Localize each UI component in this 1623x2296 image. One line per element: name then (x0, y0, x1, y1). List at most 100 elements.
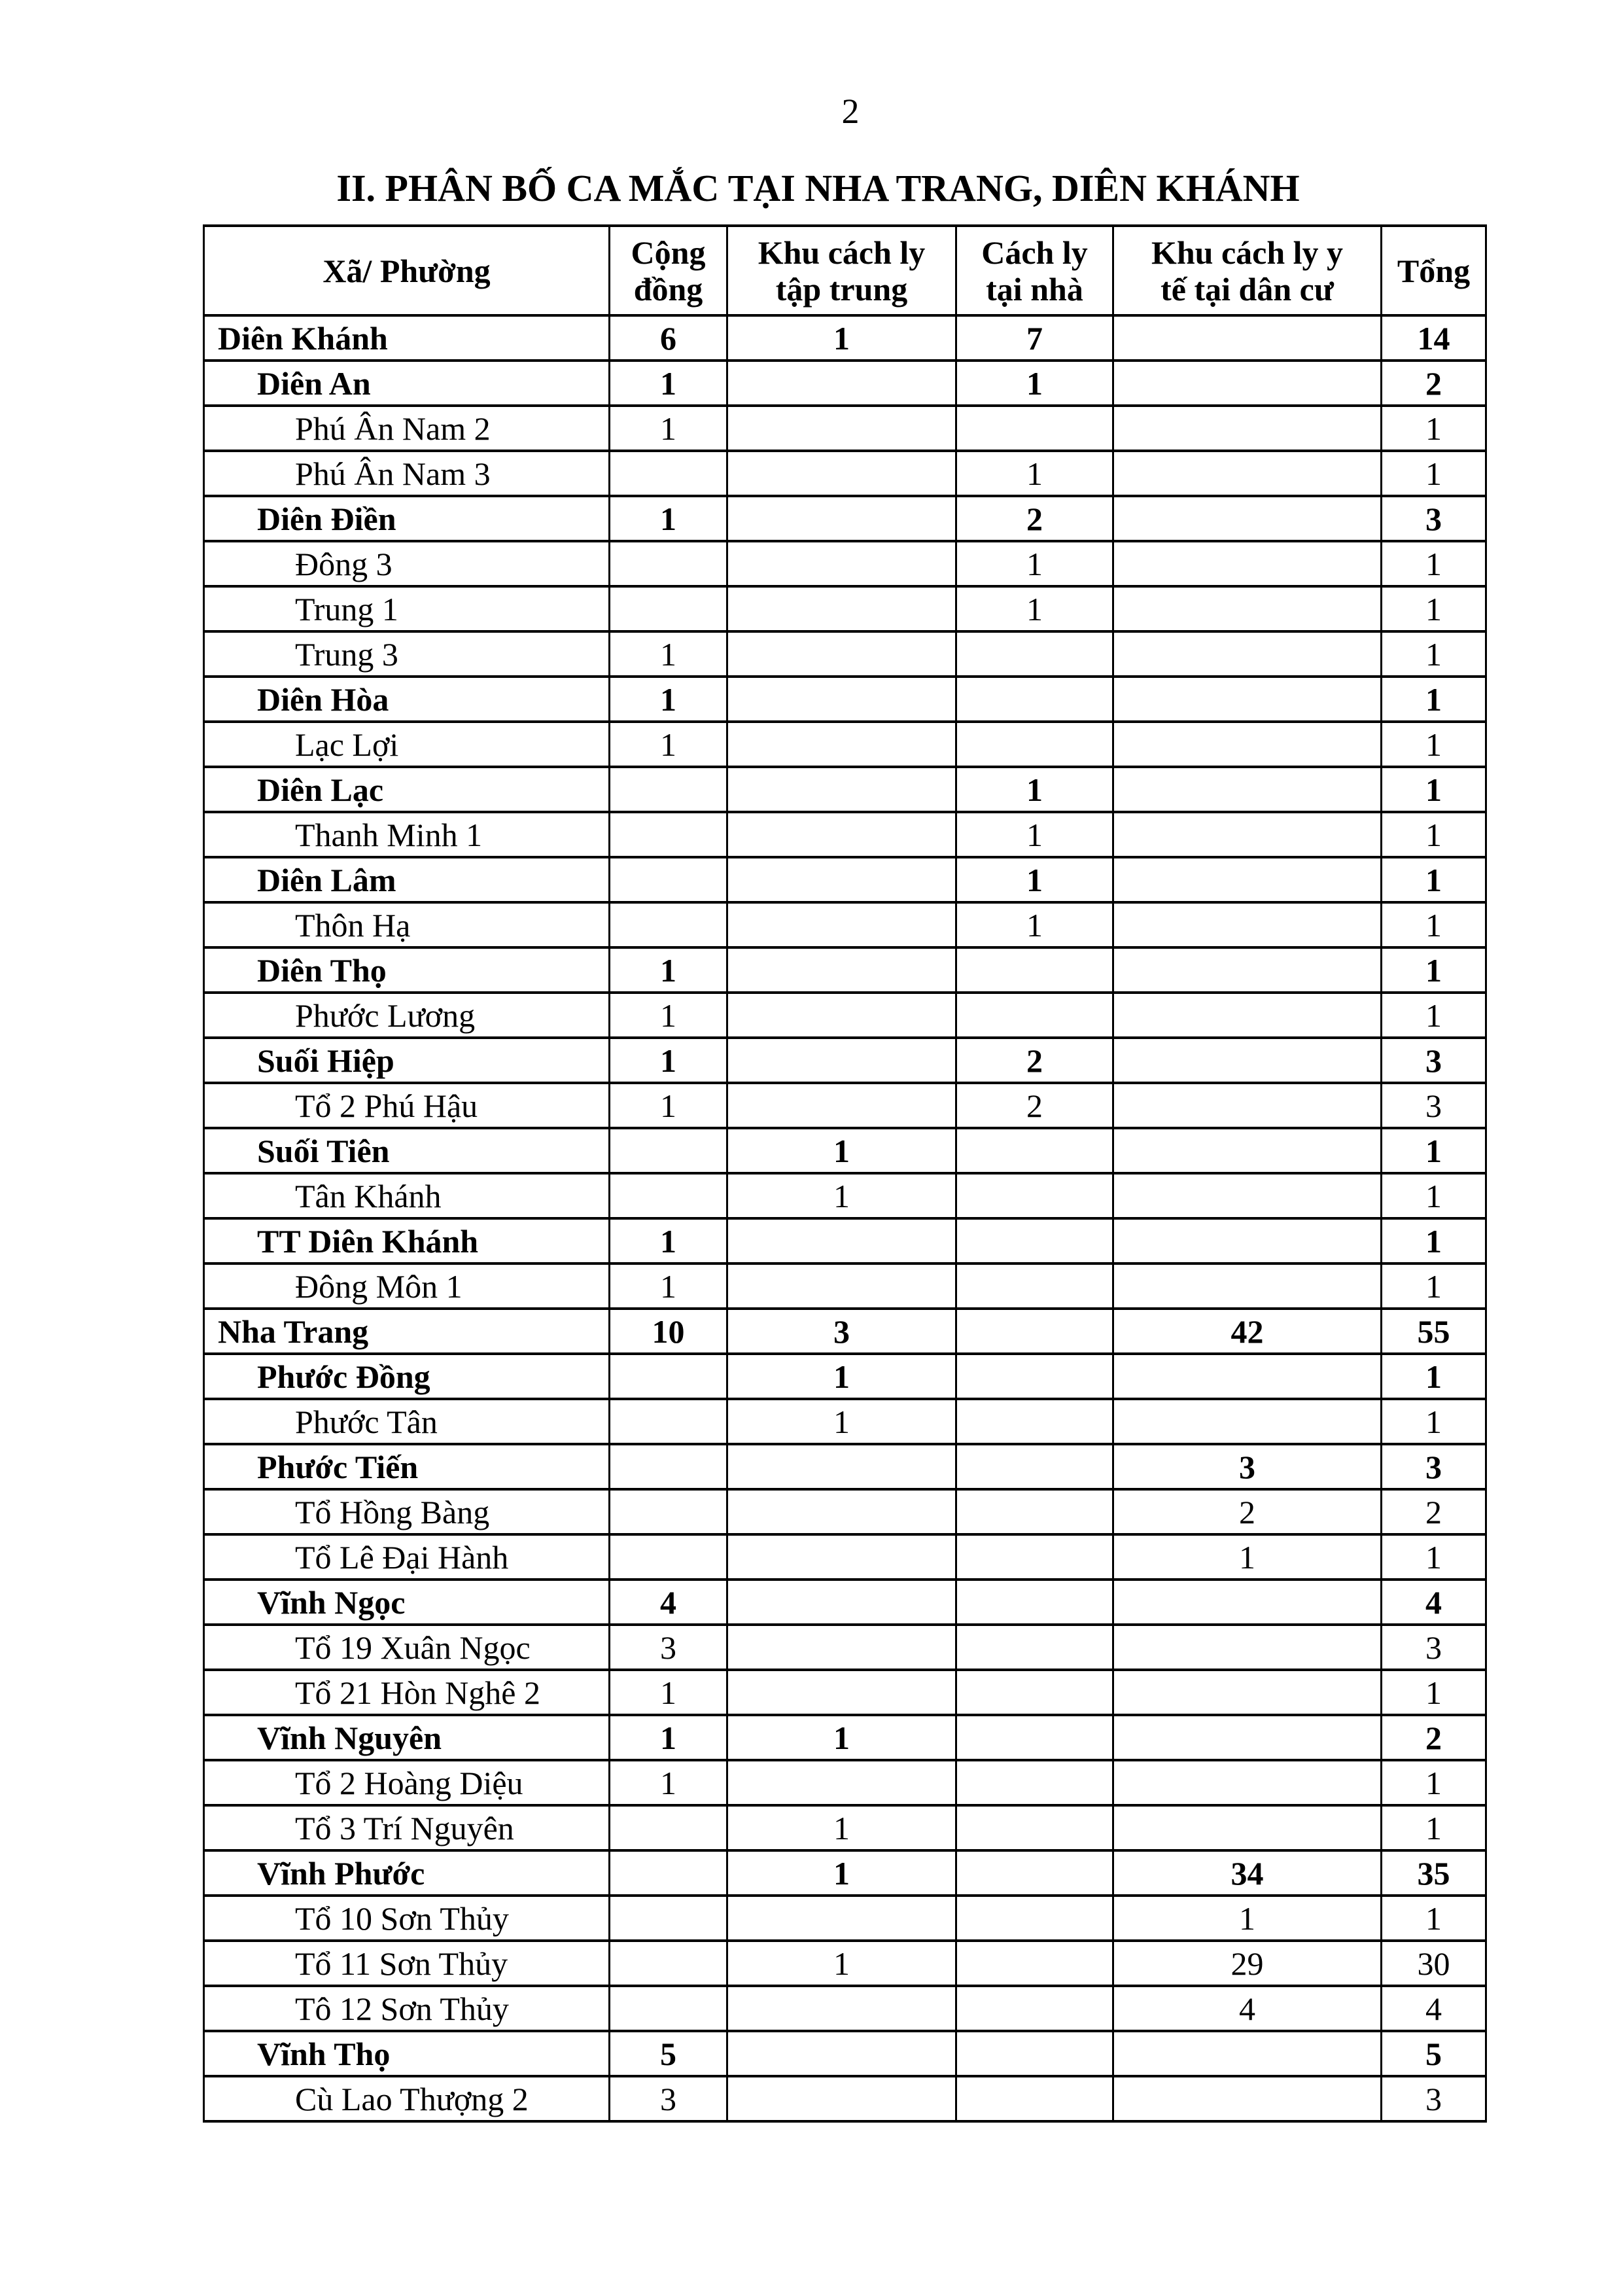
community-value-cell (608, 1488, 728, 1536)
central-quarantine-value-cell: 1 (726, 1398, 957, 1445)
community-value-cell: 6 (608, 314, 728, 362)
medical-quarantine-value-cell: 2 (1112, 1488, 1382, 1536)
home-quarantine-value-cell: 2 (955, 1082, 1114, 1129)
total-value-cell: 55 (1380, 1307, 1487, 1355)
central-quarantine-value-cell: 1 (726, 1352, 957, 1400)
total-value-cell: 3 (1380, 1623, 1487, 1671)
total-value-cell: 1 (1380, 675, 1487, 723)
area-name-cell: Thôn Hạ (203, 901, 610, 949)
medical-quarantine-value-cell (1112, 540, 1382, 588)
home-quarantine-value-cell (955, 1398, 1114, 1445)
community-value-cell (608, 1894, 728, 1942)
total-value-cell: 3 (1380, 1036, 1487, 1084)
total-value-cell: 1 (1380, 1172, 1487, 1220)
central-quarantine-value-cell (726, 359, 957, 407)
central-quarantine-value-cell (726, 1036, 957, 1084)
medical-quarantine-value-cell: 34 (1112, 1849, 1382, 1897)
total-value-cell: 1 (1380, 1804, 1487, 1852)
medical-quarantine-value-cell (1112, 1172, 1382, 1220)
total-value-cell: 2 (1380, 1714, 1487, 1761)
table-row: Diên Lạc 1 1 (203, 766, 1487, 813)
medical-quarantine-value-cell (1112, 675, 1382, 723)
home-quarantine-value-cell (955, 675, 1114, 723)
community-value-cell: 1 (608, 1714, 728, 1761)
central-quarantine-value-cell (726, 585, 957, 633)
area-name-cell: TT Diên Khánh (203, 1217, 610, 1265)
medical-quarantine-value-cell (1112, 359, 1382, 407)
community-value-cell: 1 (608, 404, 728, 452)
area-name-cell: Tô 12 Sơn Thủy (203, 1985, 610, 2032)
table-row: Đông 3 1 1 (203, 540, 1487, 588)
medical-quarantine-value-cell (1112, 2030, 1382, 2077)
medical-quarantine-value-cell (1112, 585, 1382, 633)
total-value-cell: 1 (1380, 450, 1487, 497)
total-value-cell: 3 (1380, 2075, 1487, 2123)
total-value-cell: 1 (1380, 1217, 1487, 1265)
medical-quarantine-value-cell (1112, 901, 1382, 949)
medical-quarantine-value-cell (1112, 1398, 1382, 1445)
area-name-cell: Đông 3 (203, 540, 610, 588)
total-value-cell: 1 (1380, 811, 1487, 858)
area-name-cell: Suối Hiệp (203, 1036, 610, 1084)
medical-quarantine-value-cell (1112, 1623, 1382, 1671)
medical-quarantine-value-cell (1112, 1352, 1382, 1400)
community-value-cell (608, 540, 728, 588)
community-value-cell: 1 (608, 991, 728, 1039)
home-quarantine-value-cell: 1 (955, 766, 1114, 813)
home-quarantine-value-cell (955, 946, 1114, 994)
central-quarantine-value-cell (726, 766, 957, 813)
total-value-cell: 30 (1380, 1939, 1487, 1987)
medical-quarantine-value-cell (1112, 630, 1382, 678)
medical-quarantine-value-cell (1112, 404, 1382, 452)
area-name-cell: Tổ 2 Hoàng Diệu (203, 1759, 610, 1807)
area-name-cell: Tân Khánh (203, 1172, 610, 1220)
central-quarantine-value-cell (726, 1985, 957, 2032)
table-row: Đông Môn 1 1 1 (203, 1262, 1487, 1310)
medical-quarantine-value-cell: 42 (1112, 1307, 1382, 1355)
area-name-cell: Trung 3 (203, 630, 610, 678)
area-name-cell: Vĩnh Nguyên (203, 1714, 610, 1761)
central-quarantine-value-cell (726, 1217, 957, 1265)
central-quarantine-value-cell (726, 404, 957, 452)
central-quarantine-value-cell (726, 630, 957, 678)
total-value-cell: 1 (1380, 1352, 1487, 1400)
medical-quarantine-value-cell (1112, 766, 1382, 813)
table-row: Trung 1 1 1 (203, 585, 1487, 633)
medical-quarantine-value-cell: 3 (1112, 1443, 1382, 1491)
area-name-cell: Phú Ân Nam 3 (203, 450, 610, 497)
total-value-cell: 1 (1380, 1127, 1487, 1174)
area-name-cell: Vĩnh Thọ (203, 2030, 610, 2077)
medical-quarantine-value-cell (1112, 495, 1382, 542)
table-row: Vĩnh Thọ 5 5 (203, 2030, 1487, 2077)
community-value-cell: 1 (608, 720, 728, 768)
table-row: Diên An 1 1 2 (203, 359, 1487, 407)
central-quarantine-value-cell (726, 1759, 957, 1807)
central-quarantine-value-cell: 1 (726, 1849, 957, 1897)
total-value-cell: 1 (1380, 1398, 1487, 1445)
home-quarantine-value-cell: 2 (955, 1036, 1114, 1084)
table-row: Cù Lao Thượng 2 3 3 (203, 2075, 1487, 2123)
table-row: Diên Điền 1 2 3 (203, 495, 1487, 542)
table-row: Phước Lương 1 1 (203, 991, 1487, 1039)
total-value-cell: 1 (1380, 630, 1487, 678)
home-quarantine-value-cell (955, 1759, 1114, 1807)
table-row: Phước Tiến 3 3 (203, 1443, 1487, 1491)
central-quarantine-value-cell (726, 495, 957, 542)
home-quarantine-value-cell: 1 (955, 585, 1114, 633)
total-value-cell: 1 (1380, 1894, 1487, 1942)
medical-quarantine-value-cell (1112, 1127, 1382, 1174)
medical-quarantine-value-cell: 29 (1112, 1939, 1382, 1987)
community-value-cell: 1 (608, 1217, 728, 1265)
central-quarantine-value-cell: 1 (726, 1714, 957, 1761)
central-quarantine-value-cell (726, 2030, 957, 2077)
community-value-cell: 1 (608, 495, 728, 542)
total-value-cell: 1 (1380, 1533, 1487, 1581)
total-value-cell: 14 (1380, 314, 1487, 362)
table-row: TT Diên Khánh 1 1 (203, 1217, 1487, 1265)
medical-quarantine-value-cell (1112, 1578, 1382, 1626)
total-value-cell: 2 (1380, 359, 1487, 407)
table-body: Diên Khánh 6 1 7 14 Diên An 1 1 2 Phú Ân… (203, 314, 1487, 2123)
community-value-cell (608, 1352, 728, 1400)
table-row: Vĩnh Ngọc 4 4 (203, 1578, 1487, 1626)
total-value-cell: 1 (1380, 404, 1487, 452)
